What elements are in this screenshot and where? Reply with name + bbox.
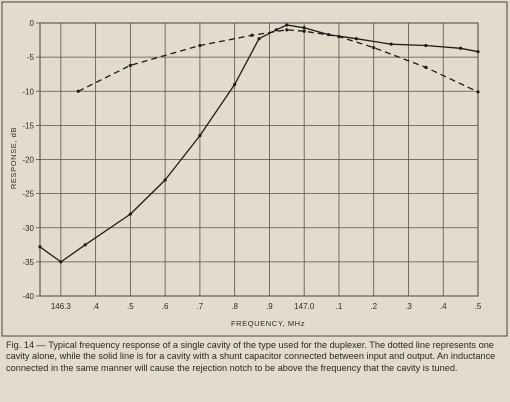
- dashed-series-point: [337, 35, 341, 39]
- dashed-series-point: [424, 65, 428, 69]
- solid-series-line: [39, 24, 479, 263]
- x-tick-label: .8: [231, 302, 238, 311]
- dashed-series-point: [128, 63, 132, 67]
- x-tick-label: .4: [92, 302, 99, 311]
- solid-series-point: [59, 260, 63, 264]
- solid-series-point: [459, 46, 463, 50]
- x-tick-label: .5: [127, 302, 134, 311]
- x-tick-label: .6: [162, 302, 169, 311]
- x-tick-label: .2: [370, 302, 377, 311]
- frequency-response-chart: 0 -5 -10 -15 -20 -25 -30 -35 -40 146.3 .4 .5 .6 .7 .8.…: [1, 1, 508, 337]
- solid-series-point: [424, 43, 428, 48]
- solid-series-point: [163, 178, 167, 182]
- dashed-series-point: [372, 45, 376, 50]
- y-tick-label: -35: [22, 258, 34, 267]
- figure-caption: Fig. 14 — Typical frequency response of …: [6, 340, 496, 373]
- solid-series-point: [354, 37, 358, 41]
- dashed-series-point: [198, 43, 202, 48]
- x-tick-label: .1: [336, 302, 343, 311]
- y-tick-label: -15: [22, 121, 34, 130]
- dashed-series-point: [250, 33, 254, 37]
- x-tick-label: .4: [440, 302, 447, 311]
- chart-frame: [1, 1, 508, 337]
- solid-series-point: [389, 42, 393, 46]
- y-tick-label: -30: [22, 224, 34, 233]
- dashed-series-point: [476, 90, 480, 94]
- y-tick-label: -10: [22, 87, 34, 96]
- solid-series-point: [257, 37, 261, 41]
- dashed-series-line: [77, 29, 479, 93]
- x-tick-label: 147.0: [294, 302, 315, 311]
- solid-series-point: [38, 245, 42, 249]
- solid-series-point: [83, 243, 87, 247]
- solid-series-point: [128, 212, 132, 216]
- y-axis-title: RESPONSE, dB: [9, 127, 18, 189]
- y-tick-label: -40: [22, 292, 34, 301]
- solid-series-point: [233, 82, 237, 87]
- solid-series-point: [285, 23, 289, 27]
- solid-series-point: [198, 134, 202, 138]
- y-tick-label: -5: [27, 53, 35, 62]
- y-tick-label: -25: [22, 190, 34, 199]
- solid-series-point: [274, 28, 278, 32]
- y-tick-label: 0: [30, 19, 35, 28]
- x-tick-label: .9: [266, 302, 273, 311]
- x-tick-label: .5: [475, 302, 482, 311]
- dashed-series-point: [302, 29, 306, 33]
- dashed-series-point: [76, 89, 80, 93]
- x-tick-label: .3: [405, 302, 412, 311]
- y-tick-label: -20: [22, 156, 34, 165]
- grid: [36, 22, 479, 297]
- x-tick-label: .7: [197, 302, 204, 311]
- x-axis-title: FREQUENCY, MHz: [231, 319, 305, 328]
- tick-labels: 0 -5 -10 -15 -20 -25 -30 -35 -40 146.3 .4 .5 .6 .7 .8.…: [22, 19, 481, 311]
- dashed-series-point: [285, 28, 289, 32]
- solid-series-point: [302, 26, 306, 30]
- x-tick-label: 146.3: [51, 302, 72, 311]
- solid-series-point: [476, 50, 480, 54]
- series-layer: [38, 23, 480, 264]
